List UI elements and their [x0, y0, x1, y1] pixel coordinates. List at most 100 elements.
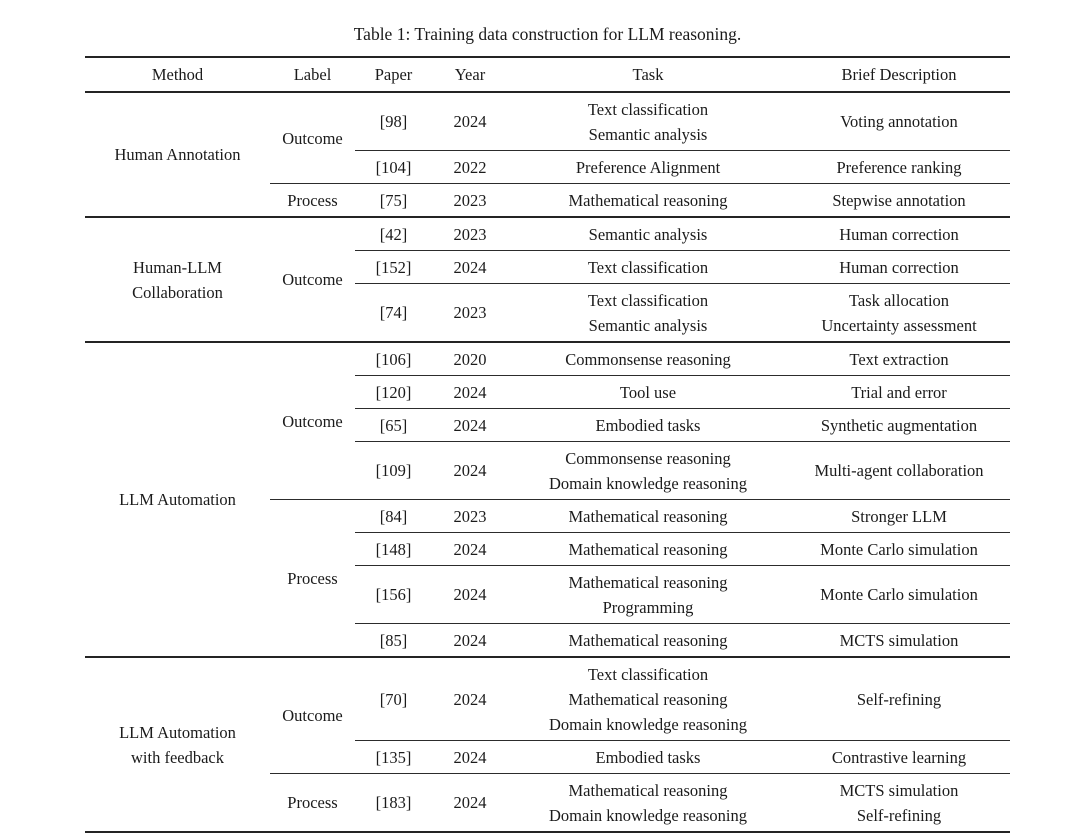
task-line: Domain knowledge reasoning [549, 714, 747, 734]
brief-line: Human correction [839, 224, 959, 244]
brief-line: Contrastive learning [831, 747, 967, 767]
task-line: Mathematical reasoning [568, 506, 728, 526]
column-header-method: Method [85, 57, 270, 93]
brief-description-cell: Preference ranking [788, 150, 1010, 184]
table-row: Human Annotation Outcome [98] 2024 Text … [85, 91, 1010, 217]
method-cell: LLM Automation with feedback [85, 656, 270, 832]
year-cell: 2020 [432, 341, 508, 376]
year-cell: 2024 [432, 773, 508, 832]
brief-description-cell: Stepwise annotation [788, 183, 1010, 217]
paper-citation: [148] [355, 532, 432, 566]
table-row: Process [84] 2023 Mathematical reasoning… [85, 499, 1010, 657]
task-line: Preference Alignment [575, 157, 721, 177]
table-row: [85] 2024 Mathematical reasoning MCTS si… [85, 623, 1010, 657]
header-row: Method Label Paper Year Task Brief Descr… [85, 57, 1010, 93]
method-line: LLM Automation [119, 722, 236, 742]
paper-citation: [84] [355, 499, 432, 533]
task-line: Embodied tasks [595, 747, 701, 767]
table-row: [65] 2024 Embodied tasks Synthetic augme… [85, 408, 1010, 442]
brief-line: Voting annotation [840, 112, 958, 131]
task-cell: Preference Alignment [508, 150, 788, 184]
brief-line: Multi-agent collaboration [814, 461, 984, 480]
table-row: [74] 2023 Text classification Semantic a… [85, 283, 1010, 342]
brief-description-cell: Text extraction [788, 341, 1010, 376]
paper-citation: [75] [355, 183, 432, 217]
brief-description-cell: Multi-agent collaboration [788, 441, 1010, 500]
column-header-brief-description: Brief Description [788, 57, 1010, 93]
task-line: Mathematical reasoning [568, 572, 728, 592]
task-line: Semantic analysis [588, 124, 708, 144]
paper-citation: [106] [355, 341, 432, 376]
brief-description-cell: MCTS simulation [788, 623, 1010, 657]
task-line: Text classification [587, 257, 709, 277]
task-cell: Mathematical reasoning Programming [508, 565, 788, 624]
table-row: [152] 2024 Text classification Human cor… [85, 250, 1010, 284]
label-cell: Outcome [270, 91, 355, 184]
brief-line: Task allocation [848, 290, 950, 310]
brief-line: MCTS simulation [839, 780, 959, 800]
task-cell: Text classification Semantic analysis [508, 283, 788, 342]
paper-citation: [135] [355, 740, 432, 774]
table-row: Human-LLM Collaboration Outcome [42] 202… [85, 216, 1010, 342]
paper-citation: [183] [355, 773, 432, 832]
brief-description-cell: Contrastive learning [788, 740, 1010, 774]
year-cell: 2024 [432, 91, 508, 151]
year-cell: 2024 [432, 532, 508, 566]
paper-citation: [156] [355, 565, 432, 624]
task-line: Domain knowledge reasoning [549, 805, 747, 825]
paper-citation: [42] [355, 216, 432, 251]
brief-description-cell: Self-refining [788, 656, 1010, 741]
year-cell: 2024 [432, 441, 508, 500]
label-cell: Outcome [270, 656, 355, 774]
table-row: [135] 2024 Embodied tasks Contrastive le… [85, 740, 1010, 774]
brief-description-cell: MCTS simulation Self-refining [788, 773, 1010, 832]
task-cell: Commonsense reasoning Domain knowledge r… [508, 441, 788, 500]
label-cell: Outcome [270, 341, 355, 500]
brief-line: Self-refining [856, 689, 942, 709]
task-line: Commonsense reasoning [565, 448, 731, 468]
label-cell: Process [270, 499, 355, 657]
table-caption: Table 1: Training data construction for … [353, 24, 742, 44]
paper-citation: [120] [355, 375, 432, 409]
brief-line: Self-refining [856, 805, 942, 825]
task-line: Mathematical reasoning [568, 190, 728, 210]
task-cell: Mathematical reasoning Domain knowledge … [508, 773, 788, 832]
brief-description-cell: Monte Carlo simulation [788, 565, 1010, 624]
brief-line: Stronger LLM [851, 506, 947, 526]
brief-line: Human correction [839, 257, 959, 277]
table-row: [148] 2024 Mathematical reasoning Monte … [85, 532, 1010, 566]
year-cell: 2022 [432, 150, 508, 184]
brief-line: Monte Carlo simulation [820, 539, 978, 559]
task-line: Mathematical reasoning [568, 539, 728, 559]
task-cell: Mathematical reasoning [508, 623, 788, 657]
method-line: with feedback [131, 747, 224, 767]
task-line: Embodied tasks [595, 415, 701, 435]
task-cell: Embodied tasks [508, 740, 788, 774]
table-row: [120] 2024 Tool use Trial and error [85, 375, 1010, 409]
label-cell: Process [270, 773, 355, 832]
task-line: Semantic analysis [588, 315, 708, 335]
brief-line: MCTS simulation [839, 630, 959, 650]
task-cell: Mathematical reasoning [508, 532, 788, 566]
task-line: Mathematical reasoning [568, 780, 728, 800]
brief-line: Uncertainty assessment [821, 315, 977, 335]
method-line: Human Annotation [114, 145, 241, 164]
task-line: Mathematical reasoning [568, 630, 728, 650]
year-cell: 2024 [432, 740, 508, 774]
method-cell: Human-LLM Collaboration [85, 216, 270, 342]
task-cell: Semantic analysis [508, 216, 788, 251]
brief-description-cell: Task allocation Uncertainty assessment [788, 283, 1010, 342]
table-row: Process [183] 2024 Mathematical reasonin… [85, 773, 1010, 832]
column-header-year: Year [432, 57, 508, 93]
task-line: Mathematical reasoning [568, 689, 728, 709]
table-row: [109] 2024 Commonsense reasoning Domain … [85, 441, 1010, 500]
table-row: LLM Automation Outcome [106] 2020 Common… [85, 341, 1010, 657]
table-row: [156] 2024 Mathematical reasoning Progra… [85, 565, 1010, 624]
method-line: LLM Automation [119, 490, 236, 509]
brief-description-cell: Stronger LLM [788, 499, 1010, 533]
column-header-paper: Paper [355, 57, 432, 93]
method-line: Collaboration [132, 282, 223, 302]
table-row: LLM Automation with feedback Outcome [70… [85, 656, 1010, 832]
task-cell: Text classification [508, 250, 788, 284]
